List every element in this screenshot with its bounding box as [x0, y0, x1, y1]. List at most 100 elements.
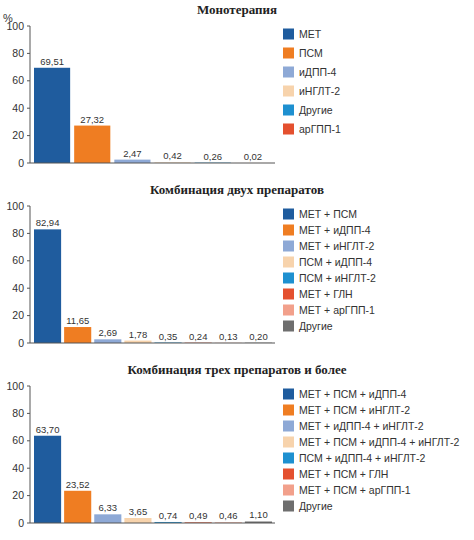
chart-panel: Комбинация двух препаратов02040608010082… — [6, 182, 376, 349]
chart-title: Монотерапия — [197, 2, 277, 17]
data-label: 2,47 — [123, 148, 142, 159]
y-tick-label: 80 — [12, 47, 24, 59]
y-tick-label: 40 — [12, 282, 24, 294]
legend-entry: ПСМ + иДПП-4 — [299, 256, 372, 268]
legend-entry: МЕТ — [299, 28, 322, 40]
legend-swatch — [283, 389, 294, 400]
legend-entry: МЕТ + ПСМ + иДПП-4 — [299, 388, 406, 400]
legend-swatch — [283, 257, 294, 268]
y-tick-label: 0 — [18, 337, 24, 349]
data-label: 0,02 — [244, 151, 263, 162]
chart-panel: Комбинация трех препаратов и более 0 20 40 6… — [6, 362, 459, 529]
legend-entry: ПСМ + иНГЛТ-2 — [299, 272, 376, 284]
legend-swatch — [283, 453, 294, 464]
data-label: 69,51 — [40, 56, 64, 67]
legend-entry: ПСМ + иДПП-4 + иНГЛТ-2 — [299, 452, 425, 464]
legend-swatch — [283, 289, 294, 300]
y-tick-label: 60 — [12, 434, 24, 446]
bar — [74, 126, 110, 163]
legend-entry: Другие — [299, 500, 333, 512]
data-label: 0,46 — [219, 510, 238, 521]
y-tick-label: 60 — [12, 254, 24, 266]
legend-swatch — [283, 469, 294, 480]
data-label: 63,70 — [36, 424, 60, 435]
legend-swatch — [283, 86, 294, 97]
figure: Монотерапия%02040608010069,5127,322,470,… — [0, 0, 474, 540]
legend-entry: МЕТ + ПСМ + ГЛН — [299, 468, 388, 480]
data-label: 3,65 — [129, 506, 148, 517]
legend-entry: МЕТ + ПСМ + иДПП-4 + иНГЛТ-2 — [299, 436, 460, 448]
y-tick-label: 20 — [12, 489, 24, 501]
bar — [64, 327, 91, 343]
legend-entry: МЕТ + арГПП-1 — [299, 304, 375, 316]
data-label: 23,52 — [66, 479, 90, 490]
legend-entry: иДПП-4 — [299, 66, 337, 78]
data-label: 0,26 — [203, 151, 222, 162]
y-tick-label: 80 — [12, 227, 24, 239]
x-axis — [30, 343, 275, 344]
bar — [34, 68, 70, 163]
legend-swatch — [283, 124, 294, 135]
legend-entry: МЕТ + иДПП-4 — [299, 224, 371, 236]
y-tick-label: 100 — [6, 380, 24, 392]
bars — [34, 68, 271, 163]
y-axis — [30, 26, 31, 163]
bar — [114, 160, 150, 163]
legend-swatch — [283, 421, 294, 432]
legend-swatch — [283, 501, 294, 512]
data-label: 6,33 — [99, 502, 118, 513]
legend-entry: МЕТ + иДПП-4 + иНГЛТ-2 — [299, 420, 424, 432]
x-axis — [30, 163, 275, 164]
legend-swatch — [283, 485, 294, 496]
chart-title: Комбинация трех препаратов и более — [128, 362, 347, 377]
data-label: 1,10 — [249, 509, 268, 520]
data-label: 2,69 — [99, 327, 118, 338]
bar — [94, 339, 121, 343]
legend-entry: МЕТ + ПСМ — [299, 208, 357, 220]
bars — [34, 436, 272, 523]
data-label: 27,32 — [80, 114, 104, 125]
y-tick-label: 100 — [6, 20, 24, 32]
x-axis — [30, 523, 275, 524]
data-label: 0,35 — [159, 331, 178, 342]
legend-entry: Другие — [299, 104, 333, 116]
bar — [64, 491, 91, 523]
y-tick-label: 40 — [12, 462, 24, 474]
legend-swatch — [283, 29, 294, 40]
data-label: 0,42 — [163, 150, 182, 161]
legend-entry: ПСМ — [299, 47, 323, 59]
legend-swatch — [283, 405, 294, 416]
legend-entry: иНГЛТ-2 — [299, 85, 340, 97]
legend-swatch — [283, 48, 294, 59]
legend-swatch — [283, 305, 294, 316]
data-label: 11,65 — [66, 315, 89, 326]
data-label: 0,49 — [189, 510, 208, 521]
legend-swatch — [283, 67, 294, 78]
legend-entry: МЕТ + ПСМ + арГПП-1 — [299, 484, 411, 496]
legend-swatch — [283, 241, 294, 252]
data-label: 0,74 — [159, 510, 178, 521]
y-axis — [30, 206, 31, 343]
legend-swatch — [283, 437, 294, 448]
y-tick-label: 100 — [6, 200, 24, 212]
legend-swatch — [283, 273, 294, 284]
chart-title: Комбинация двух препаратов — [150, 182, 324, 197]
chart-panel: Монотерапия%02040608010069,5127,322,470,… — [3, 2, 341, 169]
bar — [34, 229, 61, 343]
legend-entry: МЕТ + иНГЛТ-2 — [299, 240, 374, 252]
y-tick-label: 60 — [12, 74, 24, 86]
y-tick-label: 20 — [12, 129, 24, 141]
data-label: 1,78 — [129, 329, 148, 340]
bars — [34, 229, 272, 343]
y-tick-label: 20 — [12, 309, 24, 321]
data-label: 0,13 — [219, 331, 238, 342]
y-tick-label: 0 — [18, 517, 24, 529]
data-label: 0,20 — [249, 331, 268, 342]
legend-swatch — [283, 225, 294, 236]
data-label: 0,24 — [189, 331, 208, 342]
bar — [124, 518, 151, 523]
y-axis — [30, 386, 31, 523]
bar — [34, 436, 61, 523]
legend-swatch — [283, 321, 294, 332]
bar — [94, 514, 121, 523]
